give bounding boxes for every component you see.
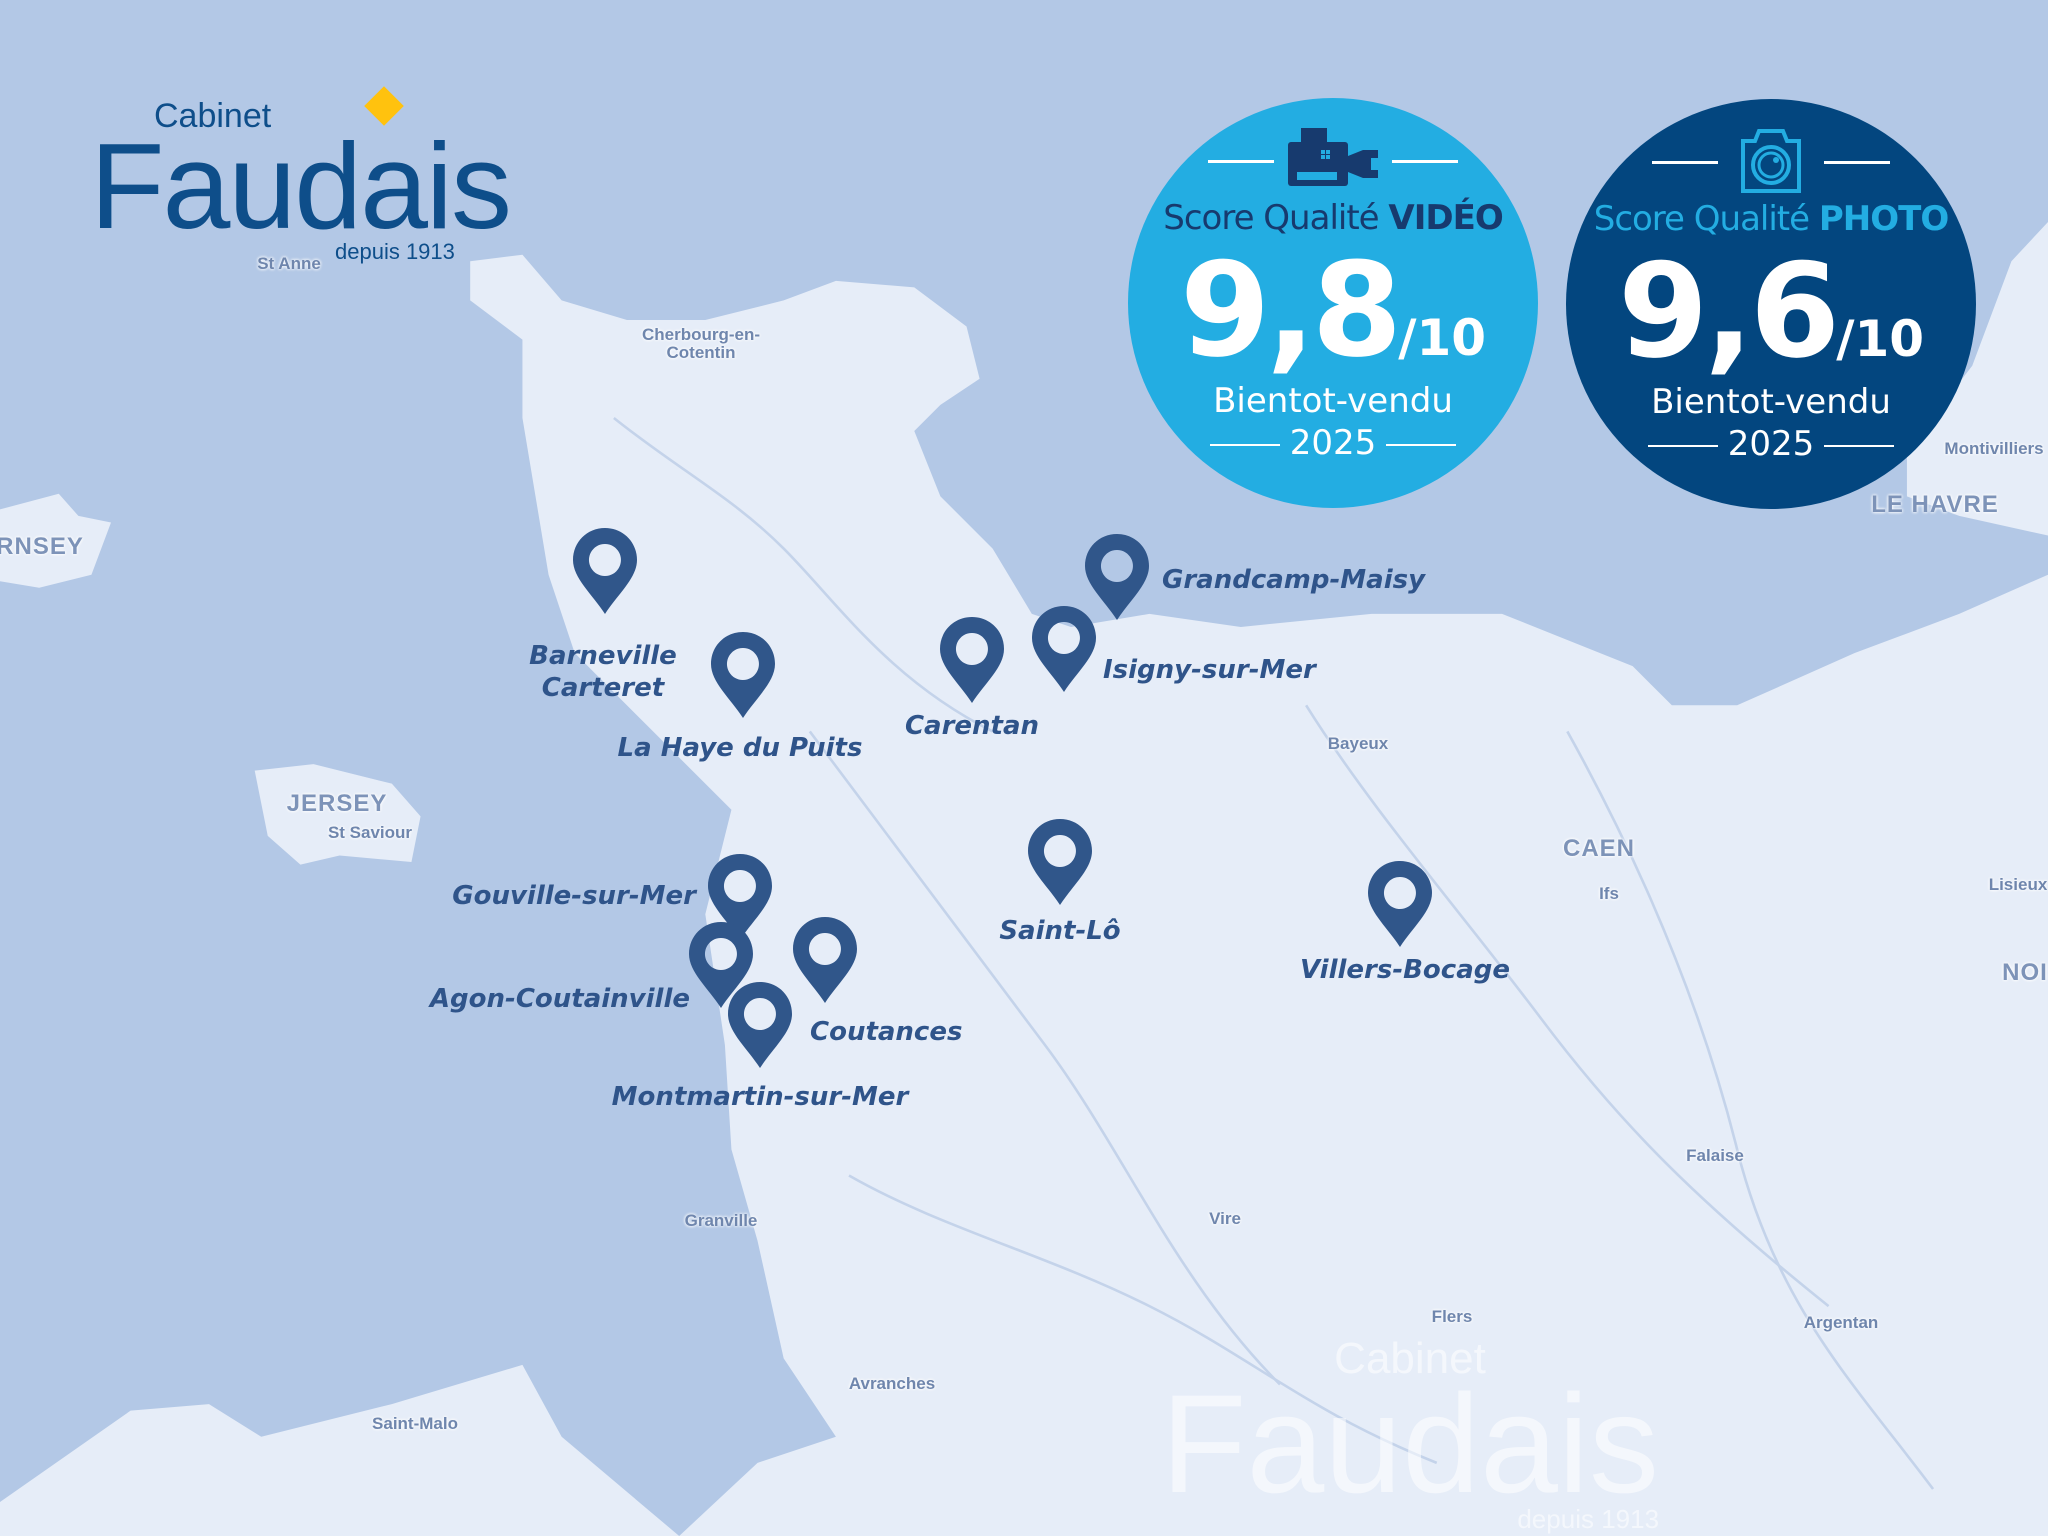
- watermark-cabinet: Cabinet: [1334, 1334, 1486, 1383]
- score-out-of: /10: [1836, 310, 1925, 368]
- place-label: JERSEY: [286, 790, 388, 817]
- place-label: Bayeux: [1327, 734, 1389, 753]
- video-score-title: Score Qualité VIDÉO: [1128, 198, 1538, 238]
- city-name: Grandcamp-Maisy: [1162, 565, 1426, 595]
- city-name: Montmartin-sur-Mer: [611, 1082, 909, 1112]
- land-guernsey: [0, 493, 112, 588]
- map-pin-icon[interactable]: [1367, 861, 1433, 947]
- place-label: St Saviour: [327, 823, 413, 842]
- city-label[interactable]: Saint-Lô: [999, 915, 1120, 947]
- place-label: Lisieux: [1988, 875, 2048, 894]
- year: 2025: [1727, 424, 1815, 464]
- place-label: Falaise: [1686, 1146, 1744, 1165]
- photo-score-title: Score Qualité PHOTO: [1566, 199, 1976, 239]
- divider: [1824, 161, 1890, 164]
- city-name: Isigny-sur-Mer: [1103, 655, 1316, 685]
- map-pin-icon[interactable]: [1084, 534, 1150, 620]
- watermark-name: Faudais: [1160, 1365, 1660, 1522]
- score: 9,6: [1617, 235, 1840, 387]
- watermark-since: depuis 1913: [1517, 1504, 1660, 1534]
- rivers: [613, 416, 1935, 1490]
- city-name: Villers-Bocage: [1299, 955, 1511, 985]
- city-name-line2: Carteret: [541, 673, 665, 703]
- city-label[interactable]: Villers-Bocage: [1300, 954, 1510, 986]
- divider: [1652, 161, 1718, 164]
- city-label[interactable]: Gouville-sur-Mer: [452, 880, 696, 912]
- title-prefix: Score Qualité: [1163, 198, 1389, 238]
- cabinet-faudais-logo: Faudais Cabinet depuis 1913: [90, 80, 512, 270]
- video-score-badge: Score Qualité VIDÉO 9,8/10 Bientot-vendu…: [1128, 98, 1538, 508]
- place-label: Ifs: [1599, 884, 1619, 903]
- camera-icon: [1741, 129, 1801, 193]
- video-camera-icon: [1288, 128, 1378, 186]
- land-jersey: [254, 764, 421, 865]
- city-label[interactable]: La Haye du Puits: [618, 732, 863, 764]
- city-name: Barneville: [529, 641, 677, 671]
- map-pin-icon[interactable]: [727, 982, 793, 1068]
- city-label[interactable]: Montmartin-sur-Mer: [612, 1081, 909, 1113]
- map-pin-icon[interactable]: [1027, 819, 1093, 905]
- place-label: Vire: [1209, 1209, 1241, 1228]
- place-label: Argentan: [1803, 1313, 1879, 1332]
- place-label: Granville: [684, 1211, 758, 1230]
- title-strong: PHOTO: [1818, 199, 1949, 239]
- divider: [1392, 160, 1458, 163]
- place-label: NOI: [2002, 959, 2048, 986]
- logo-since: depuis 1913: [335, 239, 455, 264]
- place-label: CAEN: [1562, 835, 1636, 862]
- year: 2025: [1289, 423, 1377, 463]
- city-name: Coutances: [810, 1017, 963, 1047]
- city-label[interactable]: Coutances: [810, 1016, 962, 1048]
- video-year: 2025: [1128, 424, 1538, 462]
- map-pin-icon[interactable]: [710, 632, 776, 718]
- city-label[interactable]: Agon-Coutainville: [430, 983, 690, 1015]
- title-prefix: Score Qualité: [1593, 199, 1819, 239]
- place-label: RNSEY: [0, 533, 84, 560]
- logo-name: Faudais: [90, 118, 512, 254]
- video-brand: Bientot-vendu: [1213, 381, 1453, 421]
- city-name: La Haye du Puits: [617, 733, 863, 763]
- land-le-havre: [1906, 222, 2048, 536]
- city-name: Gouville-sur-Mer: [452, 881, 696, 911]
- city-label[interactable]: Isigny-sur-Mer: [1103, 654, 1316, 686]
- map-pin-icon[interactable]: [792, 917, 858, 1003]
- city-label[interactable]: Barneville Carteret: [529, 640, 677, 704]
- land-brittany: [0, 1364, 680, 1536]
- watermark: Cabinet Faudais depuis 1913: [1161, 1334, 1659, 1534]
- video-score-value: 9,8/10: [1128, 240, 1538, 408]
- city-name: Agon-Coutainville: [429, 984, 690, 1014]
- map-pin-icon[interactable]: [572, 528, 638, 614]
- city-name: Carentan: [904, 711, 1040, 741]
- title-strong: VIDÉO: [1388, 198, 1503, 238]
- place-label: Flers: [1431, 1307, 1473, 1326]
- place-label: Cherbourg-en- Cotentin: [641, 325, 761, 362]
- photo-brand: Bientot-vendu: [1651, 382, 1891, 422]
- map-pin-icon[interactable]: [1031, 606, 1097, 692]
- photo-year: 2025: [1566, 425, 1976, 463]
- logo-cabinet: Cabinet: [154, 97, 272, 135]
- place-label: Montivilliers: [1944, 439, 2044, 458]
- city-label[interactable]: Grandcamp-Maisy: [1162, 564, 1425, 596]
- score: 9,8: [1179, 234, 1402, 386]
- city-name: Saint-Lô: [999, 916, 1121, 946]
- place-label: Saint-Malo: [372, 1414, 458, 1433]
- map-pin-icon[interactable]: [688, 922, 754, 1008]
- land-normandy: [470, 254, 2048, 1536]
- photo-score-value: 9,6/10: [1566, 241, 1976, 409]
- map-pin-icon[interactable]: [707, 854, 773, 940]
- photo-score-badge: Score Qualité PHOTO 9,6/10 Bientot-vendu…: [1566, 99, 1976, 509]
- place-label: LE HAVRE: [1871, 491, 1999, 518]
- score-out-of: /10: [1398, 309, 1487, 367]
- place-label: St Anne: [257, 254, 321, 273]
- divider: [1208, 160, 1274, 163]
- place-label: Avranches: [848, 1374, 936, 1393]
- city-label[interactable]: Carentan: [905, 710, 1039, 742]
- map-pin-icon[interactable]: [939, 617, 1005, 703]
